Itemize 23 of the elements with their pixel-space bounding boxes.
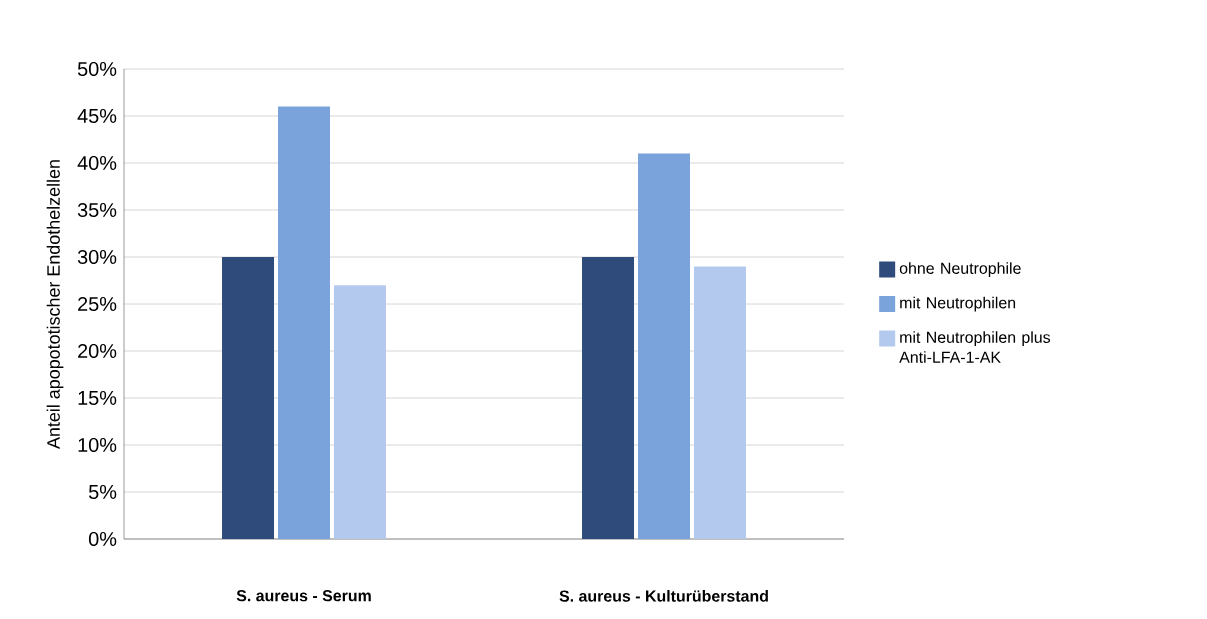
y-tick-label: 40% [77,155,117,171]
y-axis-title: Anteil apopototischer Endothelzellen [46,160,64,450]
bar [638,153,691,539]
y-tick-label: 0% [88,531,117,547]
legend-label: ohne Neutrophile [899,262,1021,278]
bar [333,285,386,539]
y-tick-label: 25% [78,296,117,312]
y-tick-label: 20% [78,343,117,359]
legend-label: mit Neutrophilen plus Anti-LFA-1-AK [899,331,1051,363]
bar [693,266,746,539]
legend-label: mit Neutrophilen [900,296,1016,312]
y-tick-label: 50% [77,61,117,77]
y-tick-label: 35% [77,202,117,218]
y-tick-label: 10% [78,437,117,453]
y-tick-label: 5% [88,484,117,499]
y-tick-label: 15% [78,390,117,405]
bar [222,257,275,539]
y-tick-label: 45% [77,108,117,123]
bar [582,257,635,539]
x-tick-label: S. aureus - Serum [236,590,371,602]
x-tick-label: S. aureus - Kulturüberstand [559,590,768,602]
bar [278,106,330,539]
y-tick-label: 30% [77,249,117,265]
